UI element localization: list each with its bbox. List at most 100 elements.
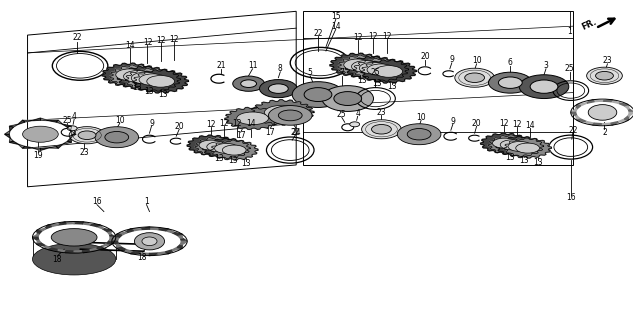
Polygon shape bbox=[488, 135, 536, 155]
Text: 8: 8 bbox=[278, 64, 283, 73]
Text: 17: 17 bbox=[236, 131, 245, 140]
Polygon shape bbox=[172, 232, 182, 235]
Polygon shape bbox=[107, 230, 112, 234]
Polygon shape bbox=[112, 241, 118, 244]
Ellipse shape bbox=[375, 66, 403, 77]
Polygon shape bbox=[618, 119, 628, 122]
Polygon shape bbox=[23, 120, 32, 122]
Ellipse shape bbox=[492, 138, 516, 148]
Polygon shape bbox=[45, 246, 52, 250]
Text: 12: 12 bbox=[383, 32, 392, 41]
Polygon shape bbox=[117, 232, 127, 235]
Ellipse shape bbox=[139, 74, 167, 85]
Text: 14: 14 bbox=[525, 121, 535, 130]
Polygon shape bbox=[67, 126, 71, 131]
Polygon shape bbox=[58, 222, 66, 225]
Ellipse shape bbox=[595, 71, 613, 80]
Ellipse shape bbox=[455, 68, 494, 87]
Polygon shape bbox=[141, 227, 149, 229]
Text: 13: 13 bbox=[520, 156, 529, 164]
Polygon shape bbox=[48, 248, 59, 250]
Polygon shape bbox=[628, 112, 634, 116]
Ellipse shape bbox=[199, 140, 223, 150]
Polygon shape bbox=[56, 120, 62, 124]
Ellipse shape bbox=[359, 62, 387, 74]
Ellipse shape bbox=[67, 126, 77, 131]
Polygon shape bbox=[611, 100, 619, 103]
Ellipse shape bbox=[499, 77, 522, 88]
Polygon shape bbox=[130, 252, 141, 254]
Polygon shape bbox=[593, 100, 602, 102]
Ellipse shape bbox=[116, 69, 144, 81]
Polygon shape bbox=[625, 116, 629, 120]
Text: 12: 12 bbox=[142, 37, 152, 46]
Polygon shape bbox=[628, 109, 634, 112]
Text: 12: 12 bbox=[353, 33, 363, 42]
Polygon shape bbox=[58, 250, 66, 253]
Text: 2: 2 bbox=[602, 128, 607, 137]
Polygon shape bbox=[133, 70, 188, 93]
Text: 20: 20 bbox=[472, 119, 481, 128]
Text: 22: 22 bbox=[314, 28, 322, 38]
Ellipse shape bbox=[123, 71, 151, 82]
Polygon shape bbox=[10, 126, 13, 131]
Polygon shape bbox=[353, 58, 409, 81]
Text: 3: 3 bbox=[544, 61, 548, 70]
Ellipse shape bbox=[588, 105, 617, 120]
Polygon shape bbox=[10, 138, 13, 142]
Polygon shape bbox=[45, 225, 52, 229]
Polygon shape bbox=[586, 100, 594, 103]
Ellipse shape bbox=[240, 80, 256, 87]
Polygon shape bbox=[10, 141, 18, 144]
Ellipse shape bbox=[586, 67, 623, 84]
Polygon shape bbox=[181, 238, 187, 241]
Polygon shape bbox=[71, 131, 76, 134]
Polygon shape bbox=[570, 109, 577, 112]
Ellipse shape bbox=[69, 127, 105, 144]
Polygon shape bbox=[23, 147, 32, 148]
Polygon shape bbox=[225, 107, 280, 129]
Ellipse shape bbox=[207, 142, 231, 152]
Polygon shape bbox=[118, 67, 173, 90]
Polygon shape bbox=[18, 144, 25, 148]
Text: 9: 9 bbox=[149, 119, 154, 128]
Ellipse shape bbox=[268, 106, 312, 125]
Ellipse shape bbox=[279, 110, 302, 121]
Ellipse shape bbox=[398, 124, 441, 145]
Polygon shape bbox=[203, 139, 250, 158]
Text: 4: 4 bbox=[356, 109, 360, 118]
Ellipse shape bbox=[268, 84, 288, 93]
Text: 12: 12 bbox=[368, 32, 377, 41]
Polygon shape bbox=[618, 103, 628, 106]
Polygon shape bbox=[102, 243, 112, 246]
Text: 19: 19 bbox=[34, 150, 43, 160]
Text: 25: 25 bbox=[371, 68, 380, 77]
Polygon shape bbox=[330, 53, 385, 76]
Polygon shape bbox=[158, 229, 169, 231]
Polygon shape bbox=[112, 238, 118, 241]
Polygon shape bbox=[165, 250, 174, 254]
Polygon shape bbox=[48, 120, 59, 122]
Ellipse shape bbox=[304, 88, 332, 101]
Ellipse shape bbox=[78, 131, 96, 140]
Text: 12: 12 bbox=[206, 120, 216, 129]
Ellipse shape bbox=[147, 76, 174, 87]
Text: 20: 20 bbox=[174, 122, 184, 131]
Polygon shape bbox=[586, 122, 594, 125]
Polygon shape bbox=[158, 252, 169, 254]
Text: 17: 17 bbox=[266, 128, 275, 137]
Polygon shape bbox=[177, 244, 183, 248]
Text: 12: 12 bbox=[500, 119, 509, 128]
Polygon shape bbox=[65, 251, 74, 253]
Polygon shape bbox=[117, 244, 121, 248]
Polygon shape bbox=[102, 228, 112, 231]
Ellipse shape bbox=[530, 80, 558, 93]
Polygon shape bbox=[602, 123, 612, 125]
Ellipse shape bbox=[501, 140, 524, 150]
Polygon shape bbox=[90, 225, 100, 227]
Polygon shape bbox=[48, 147, 59, 148]
Text: 25: 25 bbox=[337, 110, 347, 119]
Polygon shape bbox=[187, 135, 235, 155]
Text: 1: 1 bbox=[144, 197, 149, 206]
Ellipse shape bbox=[516, 143, 539, 153]
